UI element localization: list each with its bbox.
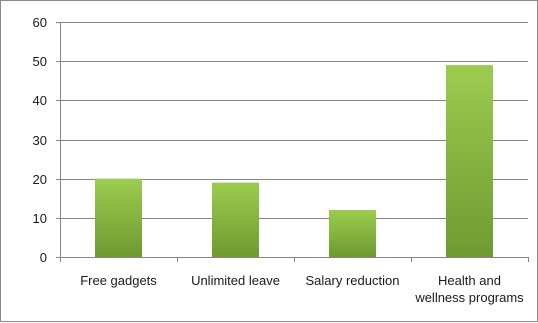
x-tick-label: Unlimited leave [191,273,280,288]
bar-2 [329,210,376,257]
x-tick-label: Health and wellness programs [414,273,524,305]
y-tick-label: 10 [33,211,47,226]
y-tick-label: 20 [33,172,47,187]
x-tick-label: Salary reduction [306,273,400,288]
x-axis-ticks: Free gadgets Unlimited leave Salary reduct… [60,257,529,305]
x-tick-label: Free gadgets [80,273,157,288]
y-axis-ticks: 0 10 20 30 40 50 60 [33,15,47,265]
y-tick-label: 0 [40,250,47,265]
bar-1 [212,182,259,257]
bar-0 [95,178,142,257]
y-tick-label: 40 [33,93,47,108]
bar-3 [446,65,493,257]
y-tick-label: 30 [33,133,47,148]
y-tick-label: 50 [33,54,47,69]
y-tick-label: 60 [33,15,47,30]
bars [95,65,493,257]
